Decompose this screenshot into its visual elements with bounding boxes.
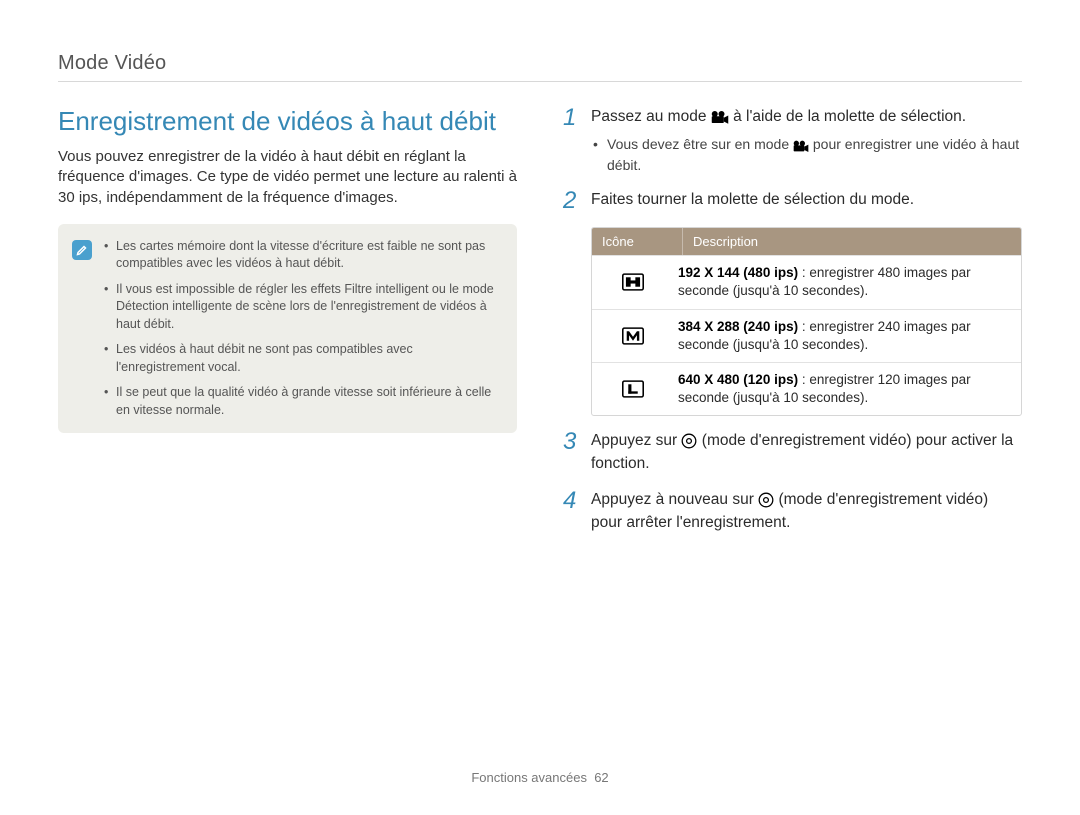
- record-button-icon: [758, 492, 774, 508]
- note-item: Les cartes mémoire dont la vitesse d'écr…: [104, 238, 501, 273]
- section-header: Mode Vidéo: [58, 52, 1022, 82]
- table-row: 192 X 144 (480 ips) : enregistrer 480 im…: [592, 255, 1021, 308]
- page-footer: Fonctions avancées 62: [58, 750, 1022, 785]
- step-1: 1 Passez au mode à l'aide de la molette …: [563, 106, 1022, 175]
- table-header-desc: Description: [683, 228, 1021, 255]
- table-header-icon: Icône: [592, 228, 683, 255]
- movie-camera-icon: [711, 110, 729, 124]
- step-text-part: à l'aide de la molette de sélection.: [733, 108, 966, 125]
- mode-icon-h: [592, 265, 674, 299]
- step-subitem: Vous devez être sur en mode pour enregis…: [591, 134, 1022, 175]
- mode-icon-m: [592, 319, 674, 353]
- note-item: Il se peut que la qualité vidéo à grande…: [104, 384, 501, 419]
- mode-icon-l: [592, 372, 674, 406]
- mode-table: Icône Description 192 X 144 (480 ips) : …: [591, 227, 1022, 416]
- note-item: Il vous est impossible de régler les eff…: [104, 281, 501, 334]
- left-column: Enregistrement de vidéos à haut débit Vo…: [58, 106, 517, 750]
- step-number: 4: [563, 489, 579, 513]
- step-3: 3 Appuyez sur (mode d'enregistrement vid…: [563, 430, 1022, 475]
- step-4: 4 Appuyez à nouveau sur (mode d'enregist…: [563, 489, 1022, 534]
- record-button-icon: [681, 433, 697, 449]
- page-title: Enregistrement de vidéos à haut débit: [58, 106, 517, 137]
- step-text-part: Passez au mode: [591, 108, 711, 125]
- note-icon: [72, 240, 92, 260]
- note-item: Les vidéos à haut débit ne sont pas comp…: [104, 341, 501, 376]
- intro-paragraph: Vous pouvez enregistrer de la vidéo à ha…: [58, 147, 517, 208]
- movie-camera-icon: [793, 140, 809, 152]
- right-column: 1 Passez au mode à l'aide de la molette …: [563, 106, 1022, 750]
- table-row: 384 X 288 (240 ips) : enregistrer 240 im…: [592, 309, 1021, 362]
- note-box: Les cartes mémoire dont la vitesse d'écr…: [58, 224, 517, 434]
- step-number: 2: [563, 189, 579, 213]
- step-number: 3: [563, 430, 579, 454]
- step-2: 2 Faites tourner la molette de sélection…: [563, 189, 1022, 213]
- step-number: 1: [563, 106, 579, 130]
- table-row: 640 X 480 (120 ips) : enregistrer 120 im…: [592, 362, 1021, 415]
- table-header-row: Icône Description: [592, 228, 1021, 255]
- note-list: Les cartes mémoire dont la vitesse d'écr…: [104, 238, 501, 420]
